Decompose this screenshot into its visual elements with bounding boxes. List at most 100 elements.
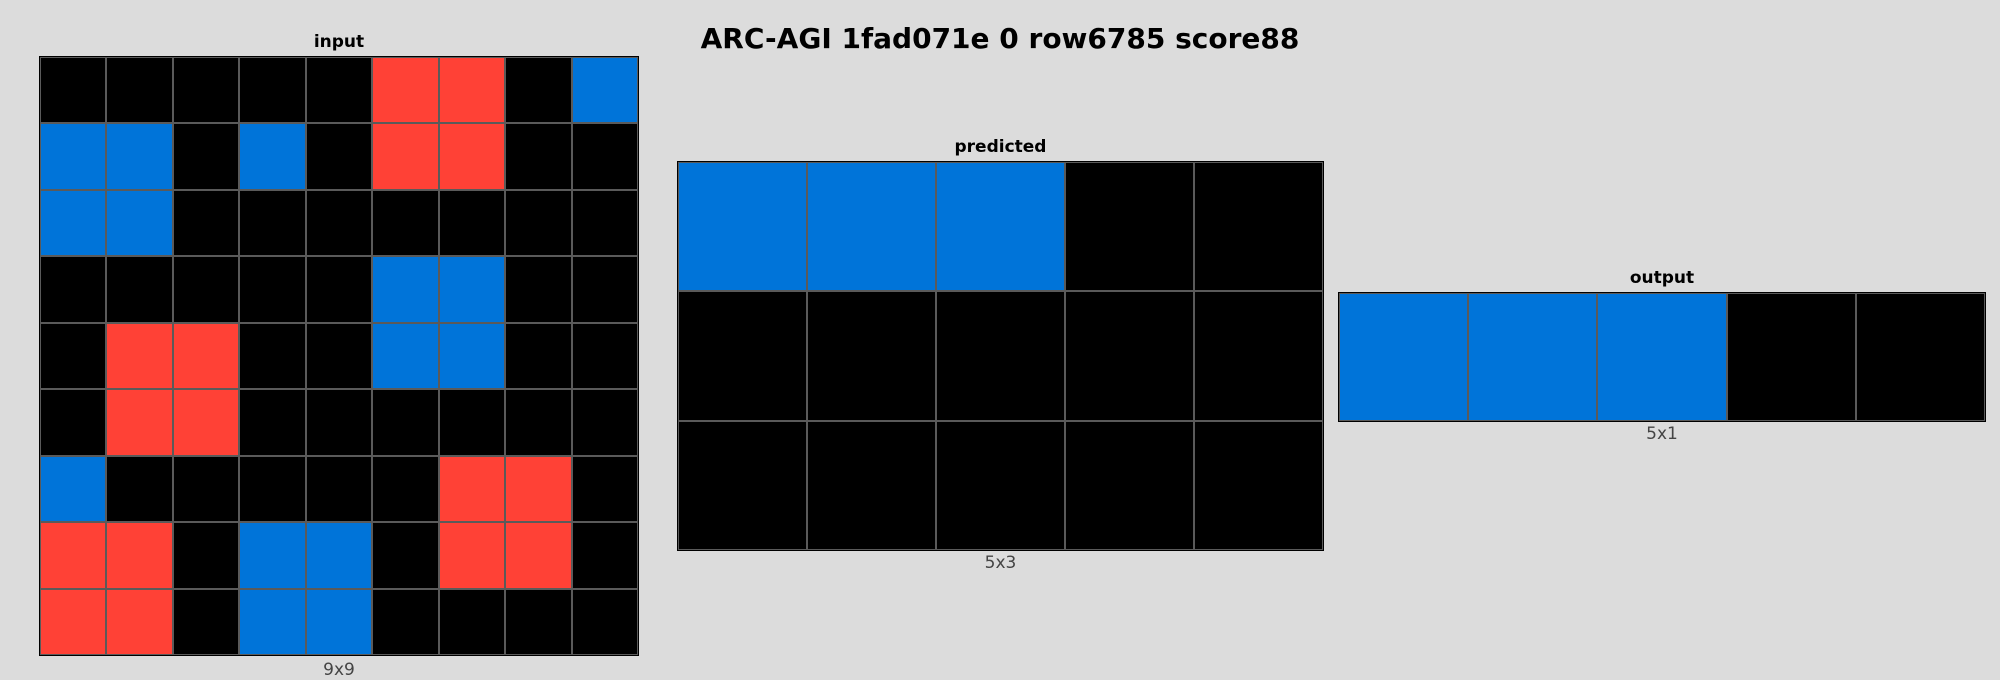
predicted-grid-cell [1194, 420, 1323, 550]
predicted-grid-cell [678, 162, 807, 292]
input-grid-cell [571, 57, 638, 124]
input-grid-cell [372, 322, 439, 390]
input-grid-cell [505, 256, 572, 323]
input-grid-cell [372, 123, 439, 190]
input-grid-cell [438, 256, 506, 323]
output-grid-cell [1855, 293, 1985, 421]
input-grid-cell [305, 455, 373, 523]
input-grid-cell [172, 322, 240, 390]
input-grid-cell [372, 588, 439, 655]
predicted-grid-cell [1194, 291, 1323, 421]
input-grid-cell [505, 522, 572, 589]
input-grid-cell [505, 123, 572, 190]
output-grid-cell [1597, 293, 1727, 421]
predicted-grid-cell [807, 162, 936, 292]
input-grid-cell [438, 455, 506, 523]
input-grid-cell [571, 522, 638, 589]
input-grid-cell [505, 189, 572, 257]
input-grid-cell [571, 256, 638, 323]
input-grid-cell [505, 57, 572, 124]
input-grid-cell [305, 522, 373, 589]
input-grid-cell [106, 522, 173, 589]
input-grid-cell [239, 256, 306, 323]
input-grid-cell [106, 189, 173, 257]
input-grid-cell [239, 389, 306, 456]
input-size-label: 9x9 [323, 660, 355, 680]
page-title: ARC-AGI 1fad071e 0 row6785 score88 [700, 22, 1300, 55]
input-grid [39, 56, 639, 656]
input-grid-cell [305, 389, 373, 456]
input-grid-cell [372, 522, 439, 589]
input-grid-cell [305, 189, 373, 257]
output-grid [1338, 292, 1986, 422]
input-grid-cell [239, 588, 306, 655]
input-grid-cell [106, 322, 173, 390]
input-grid-cell [571, 322, 638, 390]
predicted-size-label: 5x3 [984, 553, 1017, 573]
input-grid-cell [40, 123, 107, 190]
input-grid-cell [372, 57, 439, 124]
input-grid-cell [305, 588, 373, 655]
input-grid-cell [438, 189, 506, 257]
input-grid-cell [106, 389, 173, 456]
input-grid-cell [239, 57, 306, 124]
input-grid-cell [239, 522, 306, 589]
input-grid-cell [505, 455, 572, 523]
predicted-grid-cell [807, 420, 936, 550]
input-grid-cell [438, 588, 506, 655]
output-grid-cell [1468, 293, 1598, 421]
input-grid-cell [106, 256, 173, 323]
predicted-grid-cell [807, 291, 936, 421]
predicted-grid-cell [678, 291, 807, 421]
input-grid-cell [40, 57, 107, 124]
predicted-grid-cell [678, 420, 807, 550]
predicted-grid-cell [936, 162, 1065, 292]
input-grid-cell [172, 256, 240, 323]
input-grid-cell [505, 322, 572, 390]
input-grid-cell [40, 189, 107, 257]
input-grid-cell [372, 455, 439, 523]
input-grid-cell [106, 57, 173, 124]
output-grid-cell [1339, 293, 1469, 421]
input-grid-cell [40, 322, 107, 390]
input-grid-cell [172, 389, 240, 456]
input-grid-cell [172, 57, 240, 124]
input-panel-title: input [313, 32, 365, 52]
input-grid-cell [505, 588, 572, 655]
input-grid-cell [172, 588, 240, 655]
input-grid-cell [40, 256, 107, 323]
input-grid-cell [172, 189, 240, 257]
input-grid-cell [305, 123, 373, 190]
predicted-grid [677, 161, 1324, 551]
input-grid-cell [239, 123, 306, 190]
predicted-grid-cell [1065, 162, 1194, 292]
output-panel: output 5x1 [1338, 266, 1986, 446]
input-panel: input 9x9 [39, 30, 639, 680]
input-grid-cell [305, 256, 373, 323]
input-grid-cell [239, 322, 306, 390]
input-grid-cell [40, 588, 107, 655]
input-grid-cell [305, 322, 373, 390]
input-grid-cell [106, 123, 173, 190]
input-grid-cell [571, 588, 638, 655]
input-grid-cell [571, 455, 638, 523]
input-grid-cell [239, 189, 306, 257]
input-grid-cell [40, 455, 107, 523]
input-grid-cell [372, 389, 439, 456]
input-grid-cell [505, 389, 572, 456]
output-size-label: 5x1 [1646, 424, 1678, 444]
input-grid-cell [372, 256, 439, 323]
input-grid-cell [172, 123, 240, 190]
predicted-grid-cell [1065, 420, 1194, 550]
input-grid-cell [106, 455, 173, 523]
input-grid-cell [438, 123, 506, 190]
input-grid-cell [239, 455, 306, 523]
input-grid-cell [172, 455, 240, 523]
predicted-grid-cell [1194, 162, 1323, 292]
input-grid-cell [106, 588, 173, 655]
input-grid-cell [438, 322, 506, 390]
input-grid-cell [172, 522, 240, 589]
input-grid-cell [372, 189, 439, 257]
input-grid-cell [305, 57, 373, 124]
input-grid-cell [571, 389, 638, 456]
